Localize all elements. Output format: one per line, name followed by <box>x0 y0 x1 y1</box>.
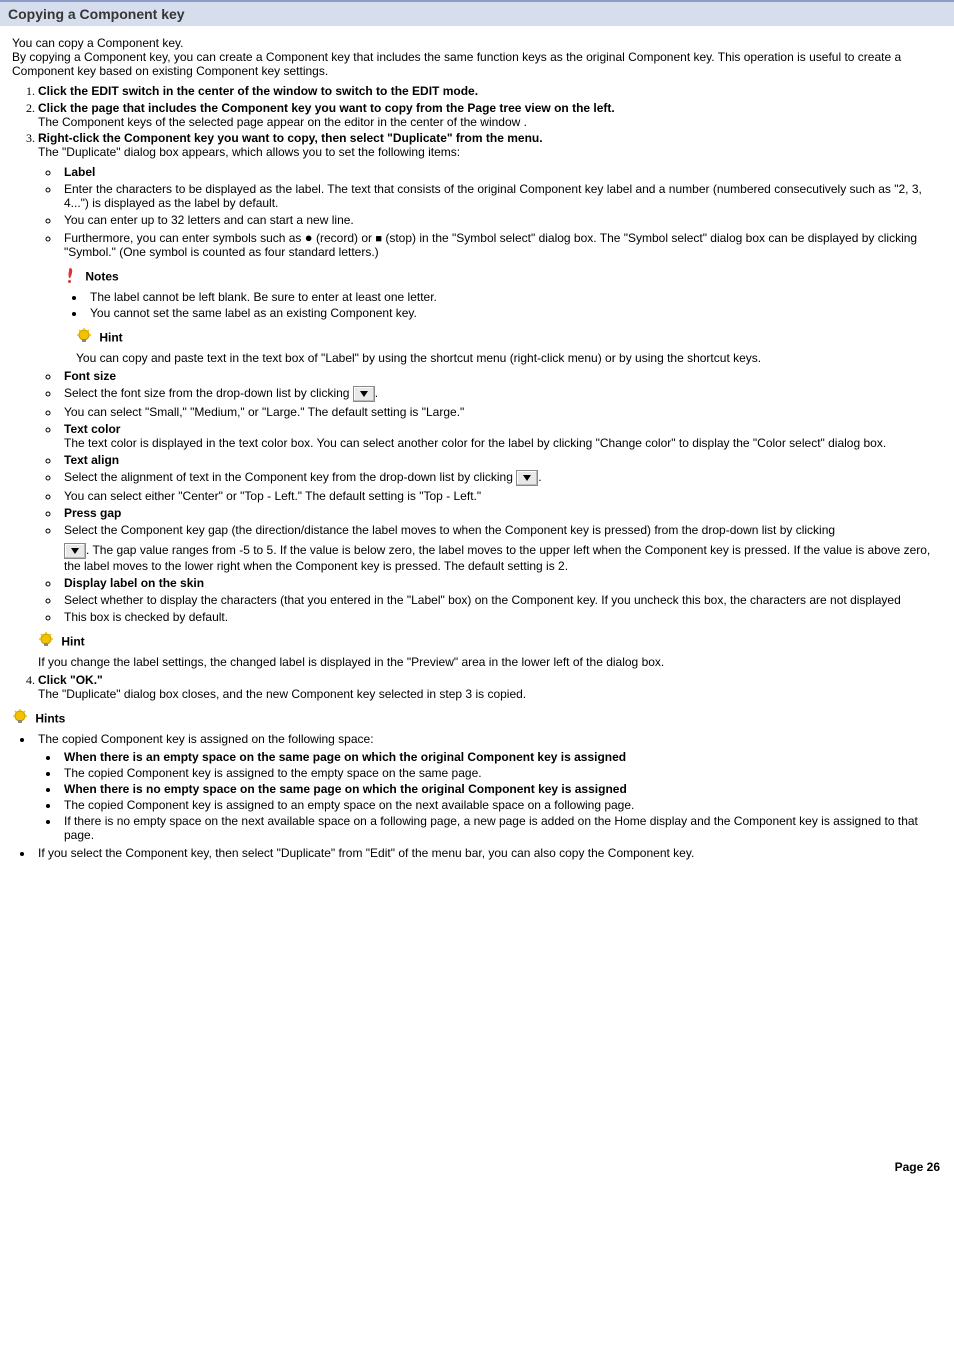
sub-fontsize-head: Font size <box>60 369 942 383</box>
hints-h1a-body: The copied Component key is assigned to … <box>60 766 942 780</box>
hints-h1b-body2: If there is no empty space on the next a… <box>60 814 942 842</box>
intro-line-1: You can copy a Component key. <box>12 36 942 50</box>
fontsize-item-1: Select the font size from the drop-down … <box>60 386 942 402</box>
label-item-2: You can enter up to 32 letters and can s… <box>60 213 942 227</box>
section-title: Copying a Component key <box>0 0 954 26</box>
exclamation-icon <box>64 267 78 286</box>
dropdown-icon[interactable] <box>516 470 538 486</box>
note-1: The label cannot be left blank. Be sure … <box>86 290 942 304</box>
textalign-item-1: Select the alignment of text in the Comp… <box>60 470 942 486</box>
document-body: You can copy a Component key. By copying… <box>0 26 954 894</box>
step-1: Click the EDIT switch in the center of t… <box>38 84 942 99</box>
label-item-1: Enter the characters to be displayed as … <box>60 182 942 210</box>
record-icon: ● <box>305 230 313 245</box>
lightbulb-icon <box>76 328 92 347</box>
hints-callout: Hints <box>12 709 942 728</box>
sub-displayskin-head: Display label on the skin <box>60 576 942 590</box>
dropdown-icon[interactable] <box>64 543 86 559</box>
step-3: Right-click the Component key you want t… <box>38 131 942 669</box>
notes-callout: Notes <box>64 267 942 286</box>
sub-pressgap-head: Press gap <box>60 506 942 520</box>
hints-h1a-head: When there is an empty space on the same… <box>60 750 942 764</box>
page-number: Page 26 <box>0 1154 954 1184</box>
dropdown-icon[interactable] <box>353 386 375 402</box>
stop-icon: ■ <box>375 233 382 245</box>
sub-textcolor-head: Text color The text color is displayed i… <box>60 422 942 450</box>
textcolor-body: The text color is displayed in the text … <box>64 436 886 450</box>
step-4: Click "OK." The "Duplicate" dialog box c… <box>38 673 942 701</box>
hints-h2: If you select the Component key, then se… <box>34 846 942 860</box>
hint1-callout: Hint <box>76 328 942 347</box>
textalign-item-2: You can select either "Center" or "Top -… <box>60 489 942 503</box>
sub-label-head: Label <box>60 165 942 179</box>
fontsize-item-2: You can select "Small," "Medium," or "La… <box>60 405 942 419</box>
hints-h1: The copied Component key is assigned on … <box>34 732 942 842</box>
pressgap-item: Select the Component key gap (the direct… <box>60 523 942 573</box>
intro-line-2: By copying a Component key, you can crea… <box>12 50 942 78</box>
sub-textalign-head: Text align <box>60 453 942 467</box>
displayskin-item-1: Select whether to display the characters… <box>60 593 942 607</box>
displayskin-item-2: This box is checked by default. <box>60 610 942 624</box>
hint2-body: If you change the label settings, the ch… <box>38 655 942 669</box>
hint2-callout: Hint <box>38 632 942 651</box>
lightbulb-icon <box>12 709 28 728</box>
label-item-3: Furthermore, you can enter symbols such … <box>60 230 942 365</box>
hints-h1b-head: When there is no empty space on the same… <box>60 782 942 796</box>
hint1-body: You can copy and paste text in the text … <box>76 351 942 365</box>
lightbulb-icon <box>38 632 54 651</box>
note-2: You cannot set the same label as an exis… <box>86 306 942 320</box>
step-2: Click the page that includes the Compone… <box>38 101 942 129</box>
hints-h1b-body1: The copied Component key is assigned to … <box>60 798 942 812</box>
